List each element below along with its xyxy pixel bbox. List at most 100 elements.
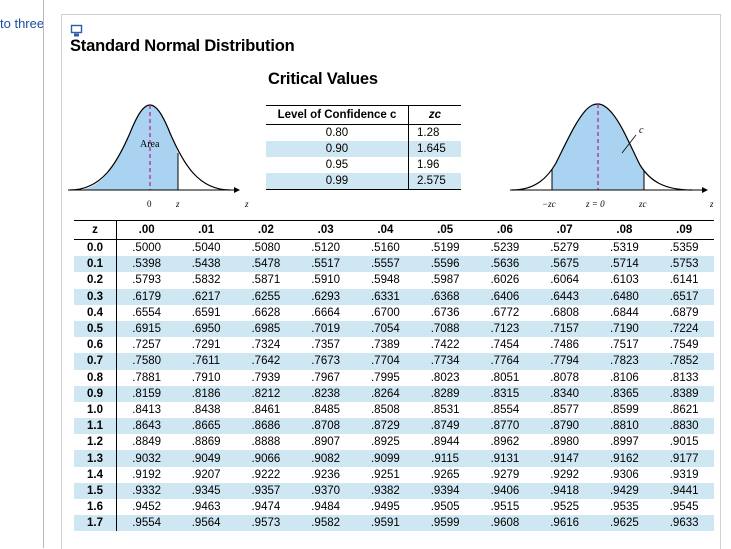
- table-cell: .9382: [355, 482, 416, 499]
- table-cell: .7764: [475, 353, 535, 370]
- confidence-value: 0.95: [325, 159, 349, 171]
- table-cell: .8810: [594, 418, 655, 435]
- z-row-label: 1.3: [74, 450, 117, 467]
- table-cell: .5793: [132, 274, 162, 287]
- column-header: .00: [116, 220, 177, 240]
- table-cell: .5714: [594, 256, 655, 273]
- table-cell: .8389: [654, 385, 714, 402]
- table-cell: .5160: [370, 242, 400, 255]
- table-cell: .7357: [311, 339, 341, 352]
- table-row: 0.3.6179.6217.6255.6293.6331.6368.6406.6…: [74, 288, 714, 305]
- table-cell: .8212: [236, 385, 296, 402]
- table-cell: .6406: [475, 288, 535, 305]
- table-cell: .9441: [654, 482, 714, 499]
- table-row: 1.5.9332.9345.9357.9370.9382.9394.9406.9…: [74, 482, 714, 499]
- critical-values-title: Critical Values: [268, 70, 378, 88]
- left-normal-curve: Area 0 z z: [68, 104, 249, 209]
- table-row: 1.4 .9192 .9207 .9222 .9236 .9251 .9265 .9279 .9…: [74, 466, 714, 483]
- table-cell: .7389: [370, 339, 400, 352]
- table-cell: .8413: [132, 403, 162, 416]
- zc-value: 1.96: [408, 157, 461, 173]
- table-cell: .8159: [116, 385, 177, 402]
- table-cell: .9484: [311, 501, 341, 514]
- sidebar-link[interactable]: to three: [0, 16, 43, 31]
- z-row-label: 1.6: [74, 499, 117, 516]
- left-axis-label: z: [244, 199, 249, 209]
- column-header: .02: [236, 220, 296, 240]
- left-zero-label: 0: [147, 199, 152, 209]
- table-cell: .9394: [415, 482, 475, 499]
- table-cell: .8531: [430, 403, 460, 416]
- table-cell: .8078: [550, 371, 580, 384]
- table-cell: .8944: [430, 436, 460, 449]
- table-cell: .6103: [609, 274, 639, 287]
- table-cell: .7642: [236, 353, 296, 370]
- c-label: c: [639, 125, 644, 136]
- column-header: .04: [355, 220, 416, 240]
- critical-values-table: Level of Confidence c zc 0.80 1.28 0.90 …: [266, 105, 461, 190]
- table-cell: .5120: [311, 242, 341, 255]
- table-cell: .7324: [251, 339, 281, 352]
- confidence-value: 0.90: [266, 141, 409, 157]
- table-cell: .6179: [116, 288, 177, 305]
- table-cell: .8106: [609, 371, 639, 384]
- table-cell: .7580: [116, 353, 177, 370]
- table-cell: .8577: [550, 403, 580, 416]
- table-cell: .7019: [295, 320, 356, 338]
- table-cell: .7611: [176, 353, 236, 370]
- table-cell: .9573: [236, 515, 296, 532]
- table-row: 0.1.5398.5438.5478.5517.5557.5596.5636.5…: [74, 256, 714, 273]
- table-cell: .8438: [191, 403, 221, 416]
- table-cell: .9616: [534, 515, 595, 532]
- table-cell: .9162: [594, 450, 655, 467]
- table-cell: .5557: [355, 256, 416, 273]
- table-cell: .8315: [475, 385, 535, 402]
- table-cell: .5832: [191, 274, 221, 287]
- table-cell: .8340: [534, 385, 595, 402]
- table-cell: .8997: [609, 436, 639, 449]
- table-cell: .9625: [594, 515, 655, 532]
- table-cell: .8770: [475, 418, 535, 435]
- table-cell: .8729: [355, 418, 416, 435]
- z-row-label: 1.4: [74, 466, 117, 483]
- table-cell: .5319: [609, 242, 639, 255]
- table-cell: .9147: [534, 450, 595, 467]
- table-cell: .7939: [251, 371, 281, 384]
- z-row-label: 0.6: [74, 337, 117, 354]
- table-cell: .5596: [415, 256, 475, 273]
- table-cell: .9115: [415, 450, 475, 467]
- table-cell: .9608: [475, 515, 535, 532]
- confidence-value: 0.99: [266, 173, 409, 190]
- table-cell: .7881: [132, 371, 162, 384]
- table-cell: .5910: [311, 274, 341, 287]
- table-cell: .6772: [490, 306, 520, 319]
- table-cell: .5000: [132, 242, 162, 255]
- table-cell: .7995: [370, 371, 400, 384]
- table-cell: .9429: [594, 482, 655, 499]
- table-cell: .7291: [191, 339, 221, 352]
- table-cell: .5438: [176, 256, 236, 273]
- table-row: 0.0 .5000 .5040 .5080 .5120 .5160 .5199 .5239 .5…: [74, 239, 714, 257]
- table-cell: .5871: [251, 274, 281, 287]
- table-cell: .8133: [669, 371, 699, 384]
- table-cell: .6331: [355, 288, 416, 305]
- table-row: 0.4 .6554 .6591 .6628 .6664 .6700 .6736 .6772 .6…: [74, 304, 714, 321]
- table-cell: .6844: [609, 306, 639, 319]
- table-cell: .8980: [550, 436, 580, 449]
- column-header: .07: [534, 220, 595, 240]
- table-cell: .7517: [609, 339, 639, 352]
- copy-icon[interactable]: [70, 24, 84, 38]
- z-row-label: 0.1: [74, 256, 117, 273]
- table-cell: .9370: [295, 482, 356, 499]
- z-row-label: 1.7: [74, 515, 117, 532]
- table-cell: .9177: [654, 450, 714, 467]
- table-row: 0.2 .5793 .5832 .5871 .5910 .5948 .5987 .6026 .6…: [74, 272, 714, 289]
- table-cell: .9357: [236, 482, 296, 499]
- table-cell: .5987: [430, 274, 460, 287]
- table-cell: .9564: [176, 515, 236, 532]
- table-row: 1.7.9554.9564.9573.9582.9591.9599.9608.9…: [74, 515, 714, 532]
- page-title: Standard Normal Distribution: [70, 37, 295, 55]
- table-cell: .9292: [550, 468, 580, 481]
- column-header: .06: [475, 220, 535, 240]
- table-cell: .8869: [191, 436, 221, 449]
